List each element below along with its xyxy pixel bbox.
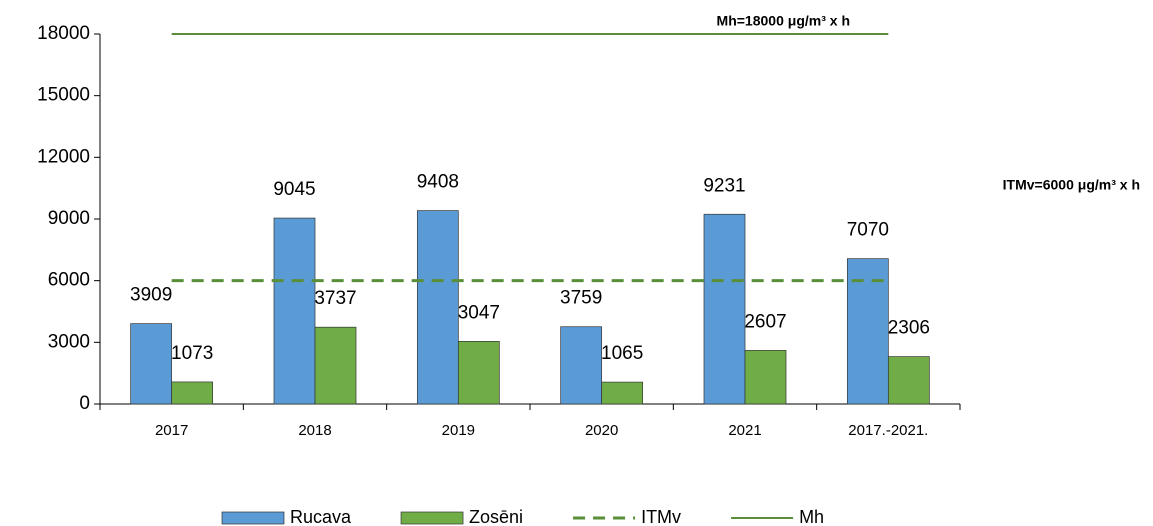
bar — [171, 381, 214, 405]
x-tick-label: 2021 — [728, 422, 761, 439]
x-tick-label: 2020 — [585, 422, 618, 439]
value-label: 2306 — [888, 318, 930, 339]
value-label: 2607 — [744, 311, 786, 332]
x-tick-label: 2019 — [442, 422, 475, 439]
x-tick-label: 2017 — [155, 422, 188, 439]
bar — [416, 210, 459, 405]
legend-label: Zosēni — [469, 507, 523, 526]
bar — [846, 258, 889, 405]
value-label: 9408 — [417, 172, 459, 193]
x-tick-label: 2017.-2021. — [848, 422, 928, 439]
bar — [560, 326, 603, 405]
y-tick-label: 15000 — [37, 85, 90, 106]
bar — [457, 341, 500, 405]
y-tick-label: 18000 — [37, 23, 90, 44]
bar — [601, 381, 644, 405]
legend-swatch — [221, 511, 285, 525]
bar — [744, 350, 787, 405]
value-label: 9045 — [273, 179, 315, 200]
bar — [703, 213, 746, 405]
x-tick-label: 2018 — [298, 422, 331, 439]
legend-swatch — [400, 511, 464, 525]
bar — [314, 326, 357, 405]
y-tick-label: 0 — [79, 393, 90, 414]
bar — [130, 323, 173, 405]
value-label: 3047 — [458, 302, 500, 323]
value-label: 9231 — [703, 175, 745, 196]
bar — [887, 356, 930, 405]
y-tick-label: 12000 — [37, 146, 90, 167]
y-tick-label: 3000 — [48, 331, 90, 352]
legend-label: Rucava — [290, 507, 352, 526]
y-tick-label: 6000 — [48, 270, 90, 291]
value-label: 1073 — [171, 343, 213, 364]
value-label: 3737 — [314, 288, 356, 309]
reference-annotation: Mh=18000 μg/m³ x h — [717, 13, 850, 29]
y-tick-label: 9000 — [48, 208, 90, 229]
reference-annotation: ITMv=6000 μg/m³ x h — [1003, 177, 1140, 193]
value-label: 3759 — [560, 288, 602, 309]
bar — [273, 217, 316, 405]
value-label: 7070 — [847, 220, 889, 241]
value-label: 1065 — [601, 343, 643, 364]
legend-label: ITMv — [641, 507, 681, 526]
value-label: 3909 — [130, 285, 172, 306]
legend-label: Mh — [799, 507, 824, 526]
